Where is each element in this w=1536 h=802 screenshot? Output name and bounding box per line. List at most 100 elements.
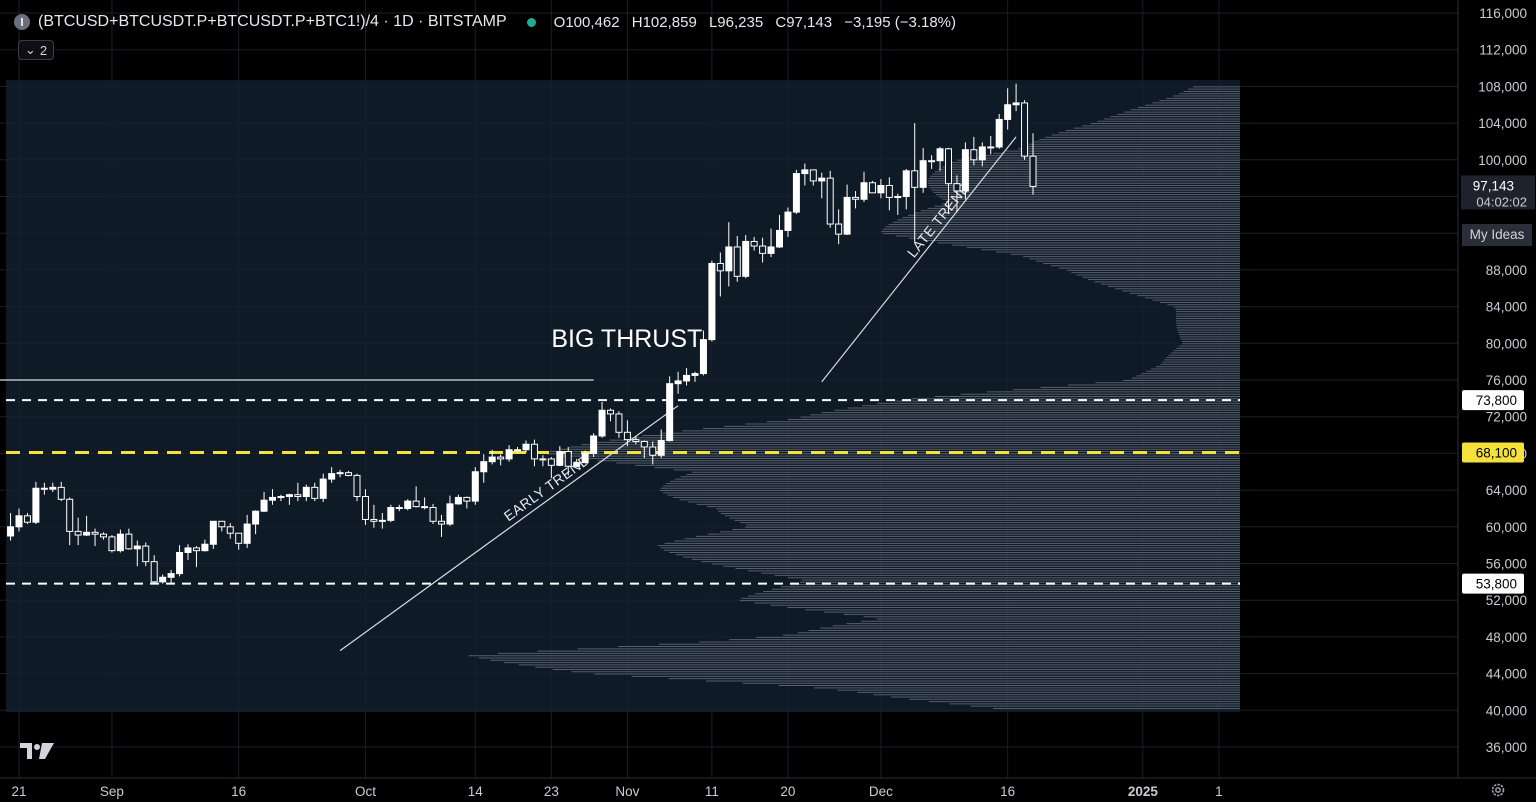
candle-body [733, 246, 741, 277]
candle-body [607, 409, 614, 415]
candle-body [894, 196, 902, 198]
candle-body [699, 339, 707, 375]
price-axis[interactable]: 116,000112,000108,000104,000100,00096,00… [1457, 0, 1535, 778]
candle-body [936, 148, 944, 162]
candle-body [860, 182, 868, 200]
candle-body [328, 473, 336, 480]
close-value: C97,143 [775, 13, 833, 31]
candle-body [868, 182, 876, 194]
candle-body [987, 146, 995, 149]
my-ideas-button[interactable]: My Ideas [1462, 224, 1532, 246]
time-tick-label: 14 [468, 784, 484, 799]
candle-body [852, 196, 860, 200]
candle-body [691, 373, 699, 376]
candle-body [835, 223, 843, 235]
info-icon[interactable] [14, 14, 30, 30]
candle-body [970, 149, 978, 161]
candle-body [23, 515, 31, 523]
candle-body [133, 545, 141, 550]
price-tick-label: 60,000 [1486, 520, 1527, 535]
time-tick-label: 11 [705, 784, 719, 799]
candle-body [564, 451, 572, 467]
time-tick-label: 2025 [1128, 784, 1159, 799]
candle-body [336, 472, 344, 475]
candle-body [784, 211, 792, 231]
time-tick-label: 16 [231, 784, 246, 799]
candle-body [159, 576, 167, 583]
symbol-title[interactable]: (BTCUSD+BTCUSDT.P+BTCUSDT.P+BTC1!)/4 · 1… [38, 13, 507, 30]
time-tick-label: 21 [11, 784, 26, 799]
candle-body [928, 160, 936, 163]
ohlc-values: O100,462 H102,859 L96,235 C97,143 −3,195… [554, 14, 964, 31]
candle-body [260, 499, 268, 512]
candle-body [243, 523, 251, 544]
candles [7, 83, 1037, 585]
candle-body [683, 374, 691, 382]
candle-body [649, 446, 657, 456]
candle-body [666, 383, 674, 442]
candle-body [40, 487, 48, 490]
price-tick-label: 76,000 [1486, 373, 1527, 388]
candle-body [556, 451, 564, 466]
candle-body [573, 462, 581, 467]
candle-body [387, 507, 395, 521]
candle-body [429, 507, 437, 522]
market-status-dot [526, 17, 536, 27]
candle-body [1021, 102, 1029, 157]
price-tick-label: 48,000 [1486, 630, 1527, 645]
level-price-tag [1462, 442, 1524, 463]
price-tick-label: 108,000 [1478, 79, 1527, 94]
time-tick-label: 23 [544, 784, 559, 799]
candle-body [514, 449, 522, 452]
candle-body [961, 149, 969, 192]
candle-body [192, 547, 200, 552]
candle-body [632, 439, 640, 442]
candle-body [438, 520, 445, 525]
level-price-label: 73,800 [1476, 393, 1517, 408]
gear-icon[interactable] [1490, 782, 1506, 798]
open-value: O100,462 [553, 13, 620, 31]
indicators-toggle-button[interactable]: ⌄ 2 [18, 40, 54, 60]
current-price-tag [1461, 175, 1535, 210]
chevron-down-icon: ⌄ [24, 42, 36, 57]
current-price-label: 97,143 [1473, 178, 1514, 193]
trendline [821, 136, 1017, 383]
candle-body [657, 440, 665, 456]
candle-body [945, 148, 952, 185]
candle-body [463, 496, 471, 502]
candle-body [252, 510, 260, 525]
price-tick-label: 88,000 [1486, 263, 1527, 278]
time-tick-label: 20 [780, 784, 795, 799]
level-price-tag [1462, 573, 1524, 594]
candle-body [15, 515, 23, 528]
candle-body [488, 456, 496, 463]
candle-body [826, 177, 834, 225]
level-price-label: 53,800 [1476, 577, 1517, 592]
candle-body [995, 118, 1003, 148]
candle-body [116, 533, 124, 552]
candle-body [184, 547, 192, 553]
candle-body [412, 500, 420, 508]
candle-body [285, 494, 293, 498]
candle-body [590, 435, 598, 454]
candle-body [978, 146, 986, 161]
price-tick-label: 72,000 [1486, 410, 1527, 425]
candle-body [378, 519, 386, 522]
candle-body [716, 262, 724, 272]
candle-body [361, 496, 369, 520]
annotation-big-thrust: BIG THRUST [551, 325, 702, 353]
time-axis[interactable]: 21 Sep 16 Oct 14 23 Nov 11 20 Dec 16 2025 1 [0, 777, 1536, 799]
candle-body [91, 531, 99, 535]
price-tick-label: 40,000 [1486, 703, 1527, 718]
candle-body [767, 246, 775, 254]
candle-body [57, 486, 65, 500]
countdown-label: 04:02:02 [1476, 194, 1527, 209]
candle-body [1012, 102, 1020, 106]
level-price-tag [1462, 390, 1524, 411]
tradingview-logo-icon[interactable] [20, 741, 56, 761]
candle-body [108, 536, 116, 552]
candle-body [125, 533, 133, 550]
candle-body [294, 494, 302, 498]
candle-body [421, 506, 429, 509]
